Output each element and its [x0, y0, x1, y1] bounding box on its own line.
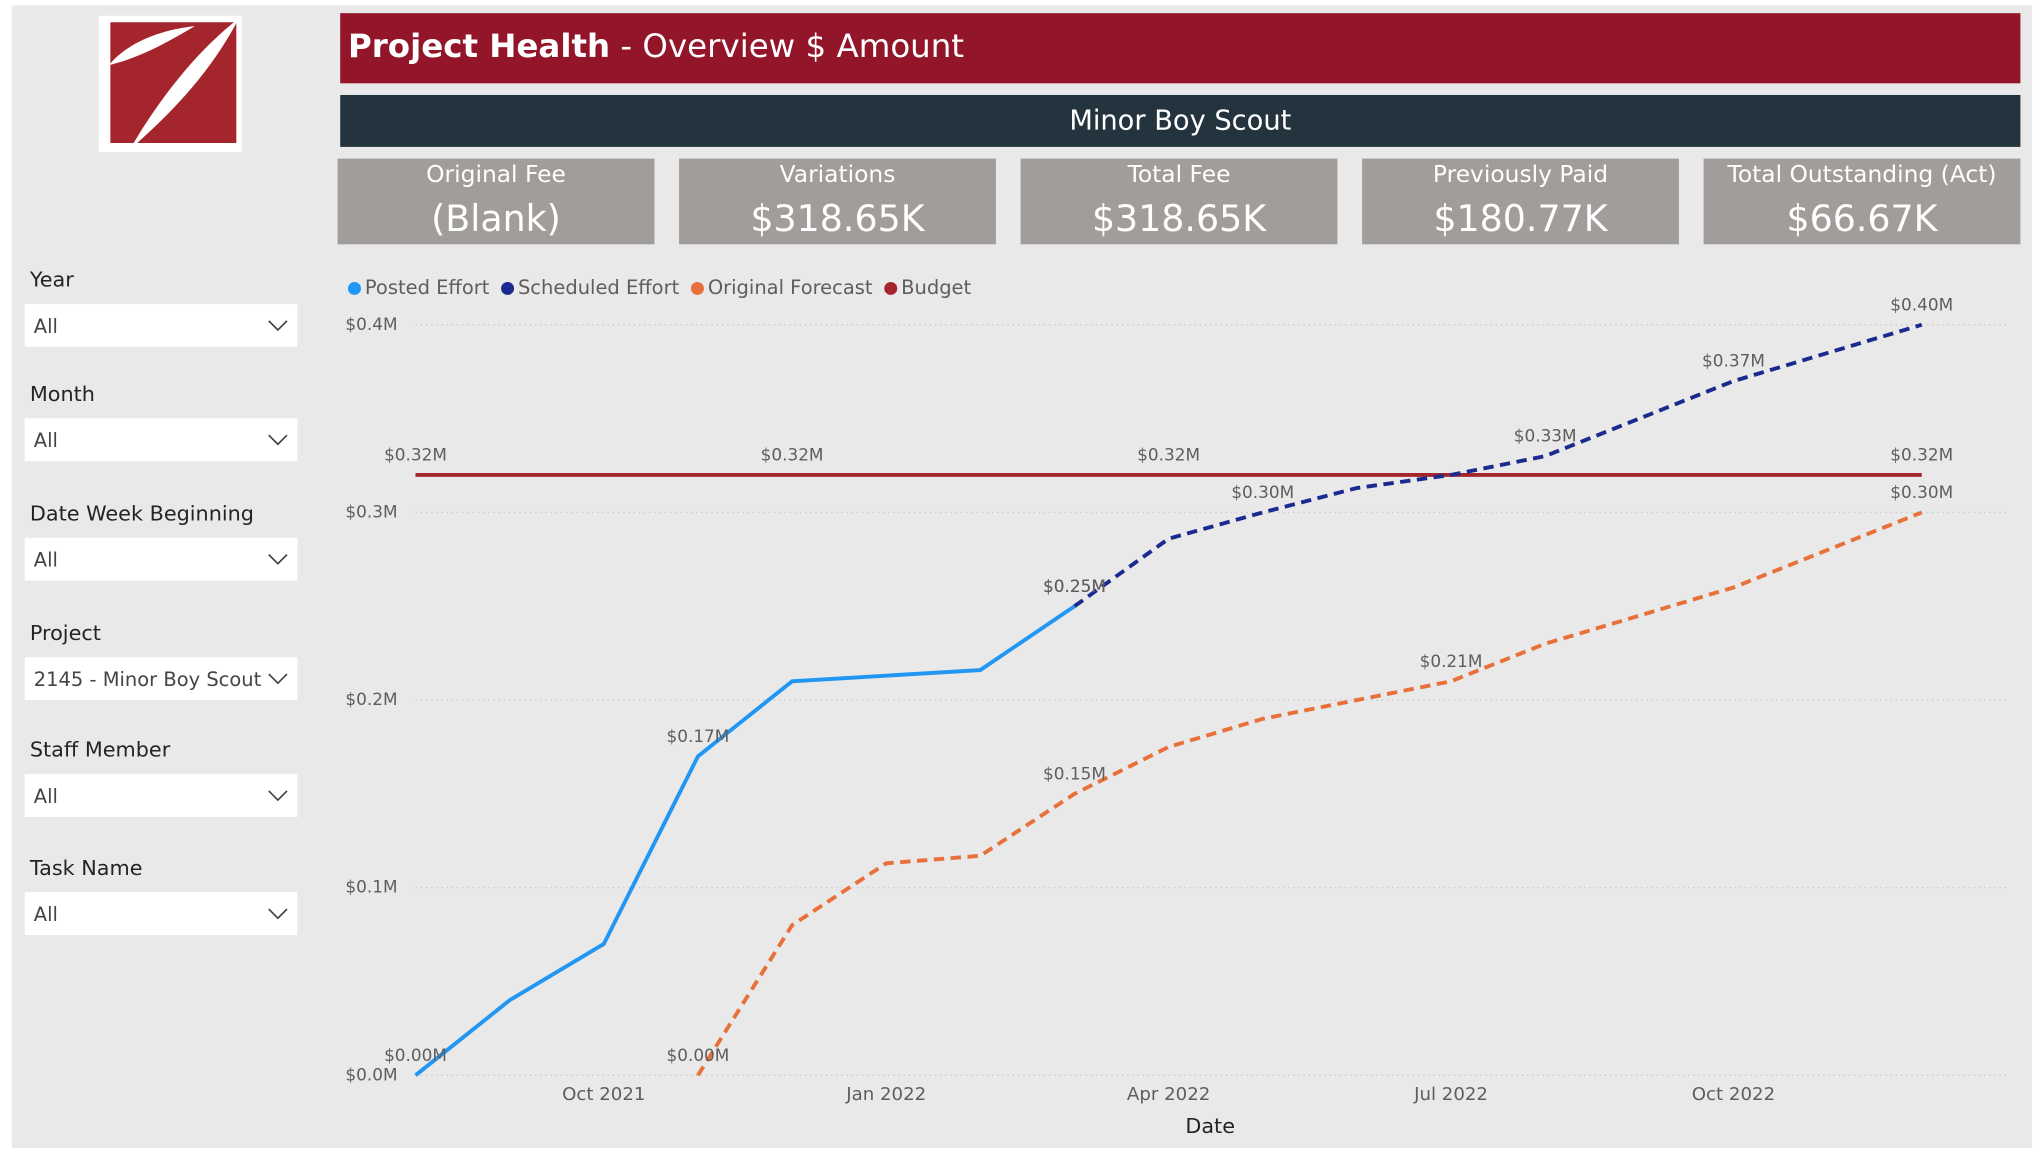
kpi-label: Total Fee [1127, 160, 1231, 188]
kpi-value: $318.65K [1092, 197, 1267, 240]
title-bold: Project Health [348, 27, 610, 65]
kpi-card [1020, 158, 1338, 245]
filter-dropdown[interactable] [24, 892, 298, 936]
x-axis-title: Date [1185, 1114, 1235, 1138]
x-tick-label: Jan 2022 [845, 1084, 926, 1105]
filter-value: All [34, 429, 58, 452]
data-label: $0.00M [666, 1045, 729, 1065]
filter-label: Staff Member [30, 738, 171, 762]
filter-label: Month [30, 382, 95, 406]
kpi-label: Original Fee [426, 160, 566, 188]
legend-marker [501, 281, 515, 295]
dropdown-chevron [268, 320, 288, 332]
header-bar [340, 13, 2021, 84]
data-label: $0.32M [1137, 444, 1200, 464]
data-label: $0.15M [1043, 763, 1106, 783]
filter-label: Year [29, 268, 74, 292]
kpi-card [679, 158, 996, 245]
data-label: $0.32M [761, 444, 824, 464]
series-line [414, 604, 1076, 1077]
legend-marker [347, 281, 361, 295]
data-label: $0.17M [666, 726, 729, 746]
data-label: $0.00M [384, 1045, 447, 1065]
dropdown-chevron [268, 790, 288, 802]
kpi-value: $318.65K [750, 197, 925, 240]
x-tick-label: Apr 2022 [1127, 1084, 1210, 1105]
legend-label: Original Forecast [708, 276, 873, 299]
kpi-label: Variations [780, 160, 896, 188]
y-tick-label: $0.0M [345, 1064, 397, 1084]
header-title: Project Health - Overview $ Amount [348, 27, 964, 65]
legend-marker [690, 281, 704, 295]
dropdown-chevron [268, 673, 288, 685]
filter-label: Date Week Beginning [30, 501, 254, 525]
data-label: $0.40M [1890, 294, 1953, 314]
filter-value: All [34, 785, 58, 808]
kpi-card [1362, 158, 1679, 245]
filter-dropdown[interactable] [24, 418, 298, 462]
filter-dropdown[interactable] [24, 774, 298, 817]
filter-value: All [34, 903, 58, 926]
data-label: $0.33M [1514, 426, 1577, 446]
filter-label: Project [30, 621, 101, 645]
kpi-card [337, 158, 655, 245]
x-tick-label: Oct 2021 [562, 1084, 645, 1105]
data-label: $0.30M [1890, 482, 1953, 502]
kpi-value: $66.67K [1786, 197, 1938, 240]
legend-marker [884, 281, 898, 295]
series-line [696, 510, 1923, 1077]
legend-label: Posted Effort [365, 276, 490, 299]
data-label: $0.32M [1890, 444, 1953, 464]
logo [98, 15, 242, 153]
filter-label: Task Name [29, 856, 143, 880]
legend-label: Scheduled Effort [518, 276, 680, 299]
data-label: $0.30M [1231, 482, 1294, 502]
filter-dropdown[interactable] [24, 304, 298, 347]
x-tick-label: Jul 2022 [1413, 1084, 1488, 1105]
dropdown-chevron [268, 434, 288, 446]
subtitle: Minor Boy Scout [1069, 106, 1291, 137]
y-tick-label: $0.3M [345, 501, 397, 521]
filter-value: 2145 - Minor Boy Scout [34, 668, 262, 691]
kpi-value: $180.77K [1433, 197, 1608, 240]
data-label: $0.25M [1043, 576, 1106, 596]
kpi-label: Previously Paid [1433, 160, 1608, 188]
filter-value: All [34, 549, 58, 572]
filter-value: All [34, 315, 58, 338]
kpi-value: (Blank) [431, 197, 561, 240]
title-rest: - Overview $ Amount [620, 27, 964, 65]
x-tick-label: Oct 2022 [1692, 1084, 1775, 1105]
filter-dropdown[interactable] [24, 537, 298, 581]
data-label: $0.32M [384, 444, 447, 464]
subtitle-bar [340, 94, 2021, 147]
dropdown-chevron [268, 554, 288, 565]
ui: Original Fee (Blank) Variations $318.65K Tot… [24, 158, 2021, 936]
legend-label: Budget [901, 276, 971, 299]
filter-dropdown[interactable] [24, 657, 298, 701]
kpi-label: Total Outstanding (Act) [1727, 160, 1997, 188]
dropdown-chevron [268, 908, 288, 920]
chart: $0.0M $0.1M $0.2M $0.3M $0.4M Oct 2021 Jan 202… [345, 276, 2007, 1138]
y-tick-label: $0.2M [345, 689, 397, 709]
y-tick-label: $0.1M [345, 877, 397, 897]
y-tick-label: $0.4M [345, 314, 397, 334]
data-label: $0.37M [1702, 351, 1765, 371]
data-label: $0.21M [1420, 651, 1483, 671]
kpi-card [1703, 158, 2021, 245]
data-label: $0.25M [1043, 576, 1106, 596]
